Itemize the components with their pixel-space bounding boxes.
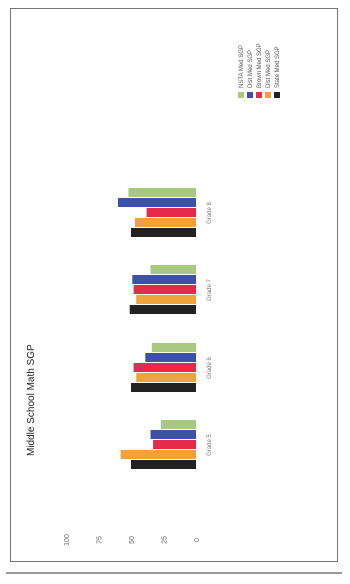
- legend-label: State Med SGP: [275, 46, 281, 88]
- bar-grade-5-series-3: [153, 440, 196, 449]
- y-axis: 0 25 50 75 100: [64, 534, 201, 546]
- chart-title: Middle School Math SGP: [26, 344, 37, 456]
- bar-grade-7-series-3: [133, 285, 196, 294]
- y-tick-group: 50: [129, 536, 136, 544]
- y-tick-group: 25: [162, 536, 169, 544]
- legend-swatch: [256, 92, 262, 98]
- bar-grade-6-series-1: [131, 383, 196, 392]
- bar-grade-5-series-5: [160, 420, 196, 429]
- bar-grade-5-series-2: [120, 450, 196, 459]
- bar-grade-6-series-5: [151, 343, 196, 352]
- bar-grade-6-series-2: [136, 373, 196, 382]
- y-tick-group: 75: [97, 536, 104, 544]
- bar-grade-8-series-3: [146, 208, 196, 217]
- legend-label: Brown Med SGP: [257, 43, 263, 88]
- legend-swatch: [238, 92, 244, 98]
- category-label-group: Grade 8: [207, 202, 213, 224]
- bar-grade-6-series-4: [145, 353, 196, 362]
- y-tick-label: 0: [194, 538, 201, 542]
- y-tick-label: 25: [162, 536, 169, 544]
- legend-label: Dist Med SGP: [266, 50, 272, 88]
- category-label: Grade 6: [207, 357, 213, 379]
- legend-swatch: [265, 92, 271, 98]
- y-tick-label: 50: [129, 536, 136, 544]
- y-tick-group: 100: [64, 534, 71, 546]
- chart-title-text: Middle School Math SGP: [26, 344, 37, 456]
- legend-swatch: [247, 92, 253, 98]
- legend-item: Dist Med SGP: [248, 50, 254, 88]
- bar-grade-8-series-2: [134, 218, 196, 227]
- legend-item: State Med SGP: [275, 46, 281, 88]
- legend-swatch: [274, 92, 280, 98]
- category-label-group: Grade 7: [207, 279, 213, 301]
- bar-grade-8-series-1: [131, 228, 196, 237]
- category-label-group: Grade 6: [207, 357, 213, 379]
- bar-grade-7-series-1: [129, 305, 196, 314]
- bar-grade-5-series-4: [150, 430, 196, 439]
- bar-grade-7-series-2: [136, 295, 196, 304]
- category-label: Grade 7: [207, 279, 213, 301]
- bar-series: [118, 188, 196, 469]
- bar-grade-6-series-3: [133, 363, 196, 372]
- legend-item: Brown Med SGP: [257, 43, 263, 88]
- legend-label: NSTA Med SGP: [239, 45, 245, 88]
- y-tick-label: 75: [97, 536, 104, 544]
- bar-grade-7-series-4: [132, 275, 196, 284]
- x-axis: Grade 5 Grade 6 Grade 7 Grade 8: [207, 202, 213, 456]
- bar-grade-8-series-4: [118, 198, 196, 207]
- legend-item: NSTA Med SGP: [239, 45, 245, 88]
- bar-grade-5-series-1: [131, 460, 196, 469]
- legend-label: Dist Med SGP: [248, 50, 254, 88]
- category-label: Grade 5: [207, 434, 213, 456]
- category-label-group: Grade 5: [207, 434, 213, 456]
- legend-item: Dist Med SGP: [266, 50, 272, 88]
- bar-grade-8-series-5: [128, 188, 196, 197]
- page-divider: [6, 572, 342, 574]
- y-tick-label: 100: [64, 534, 71, 546]
- bar-grade-7-series-5: [150, 265, 196, 274]
- category-label: Grade 8: [207, 202, 213, 224]
- y-tick-group: 0: [194, 538, 201, 542]
